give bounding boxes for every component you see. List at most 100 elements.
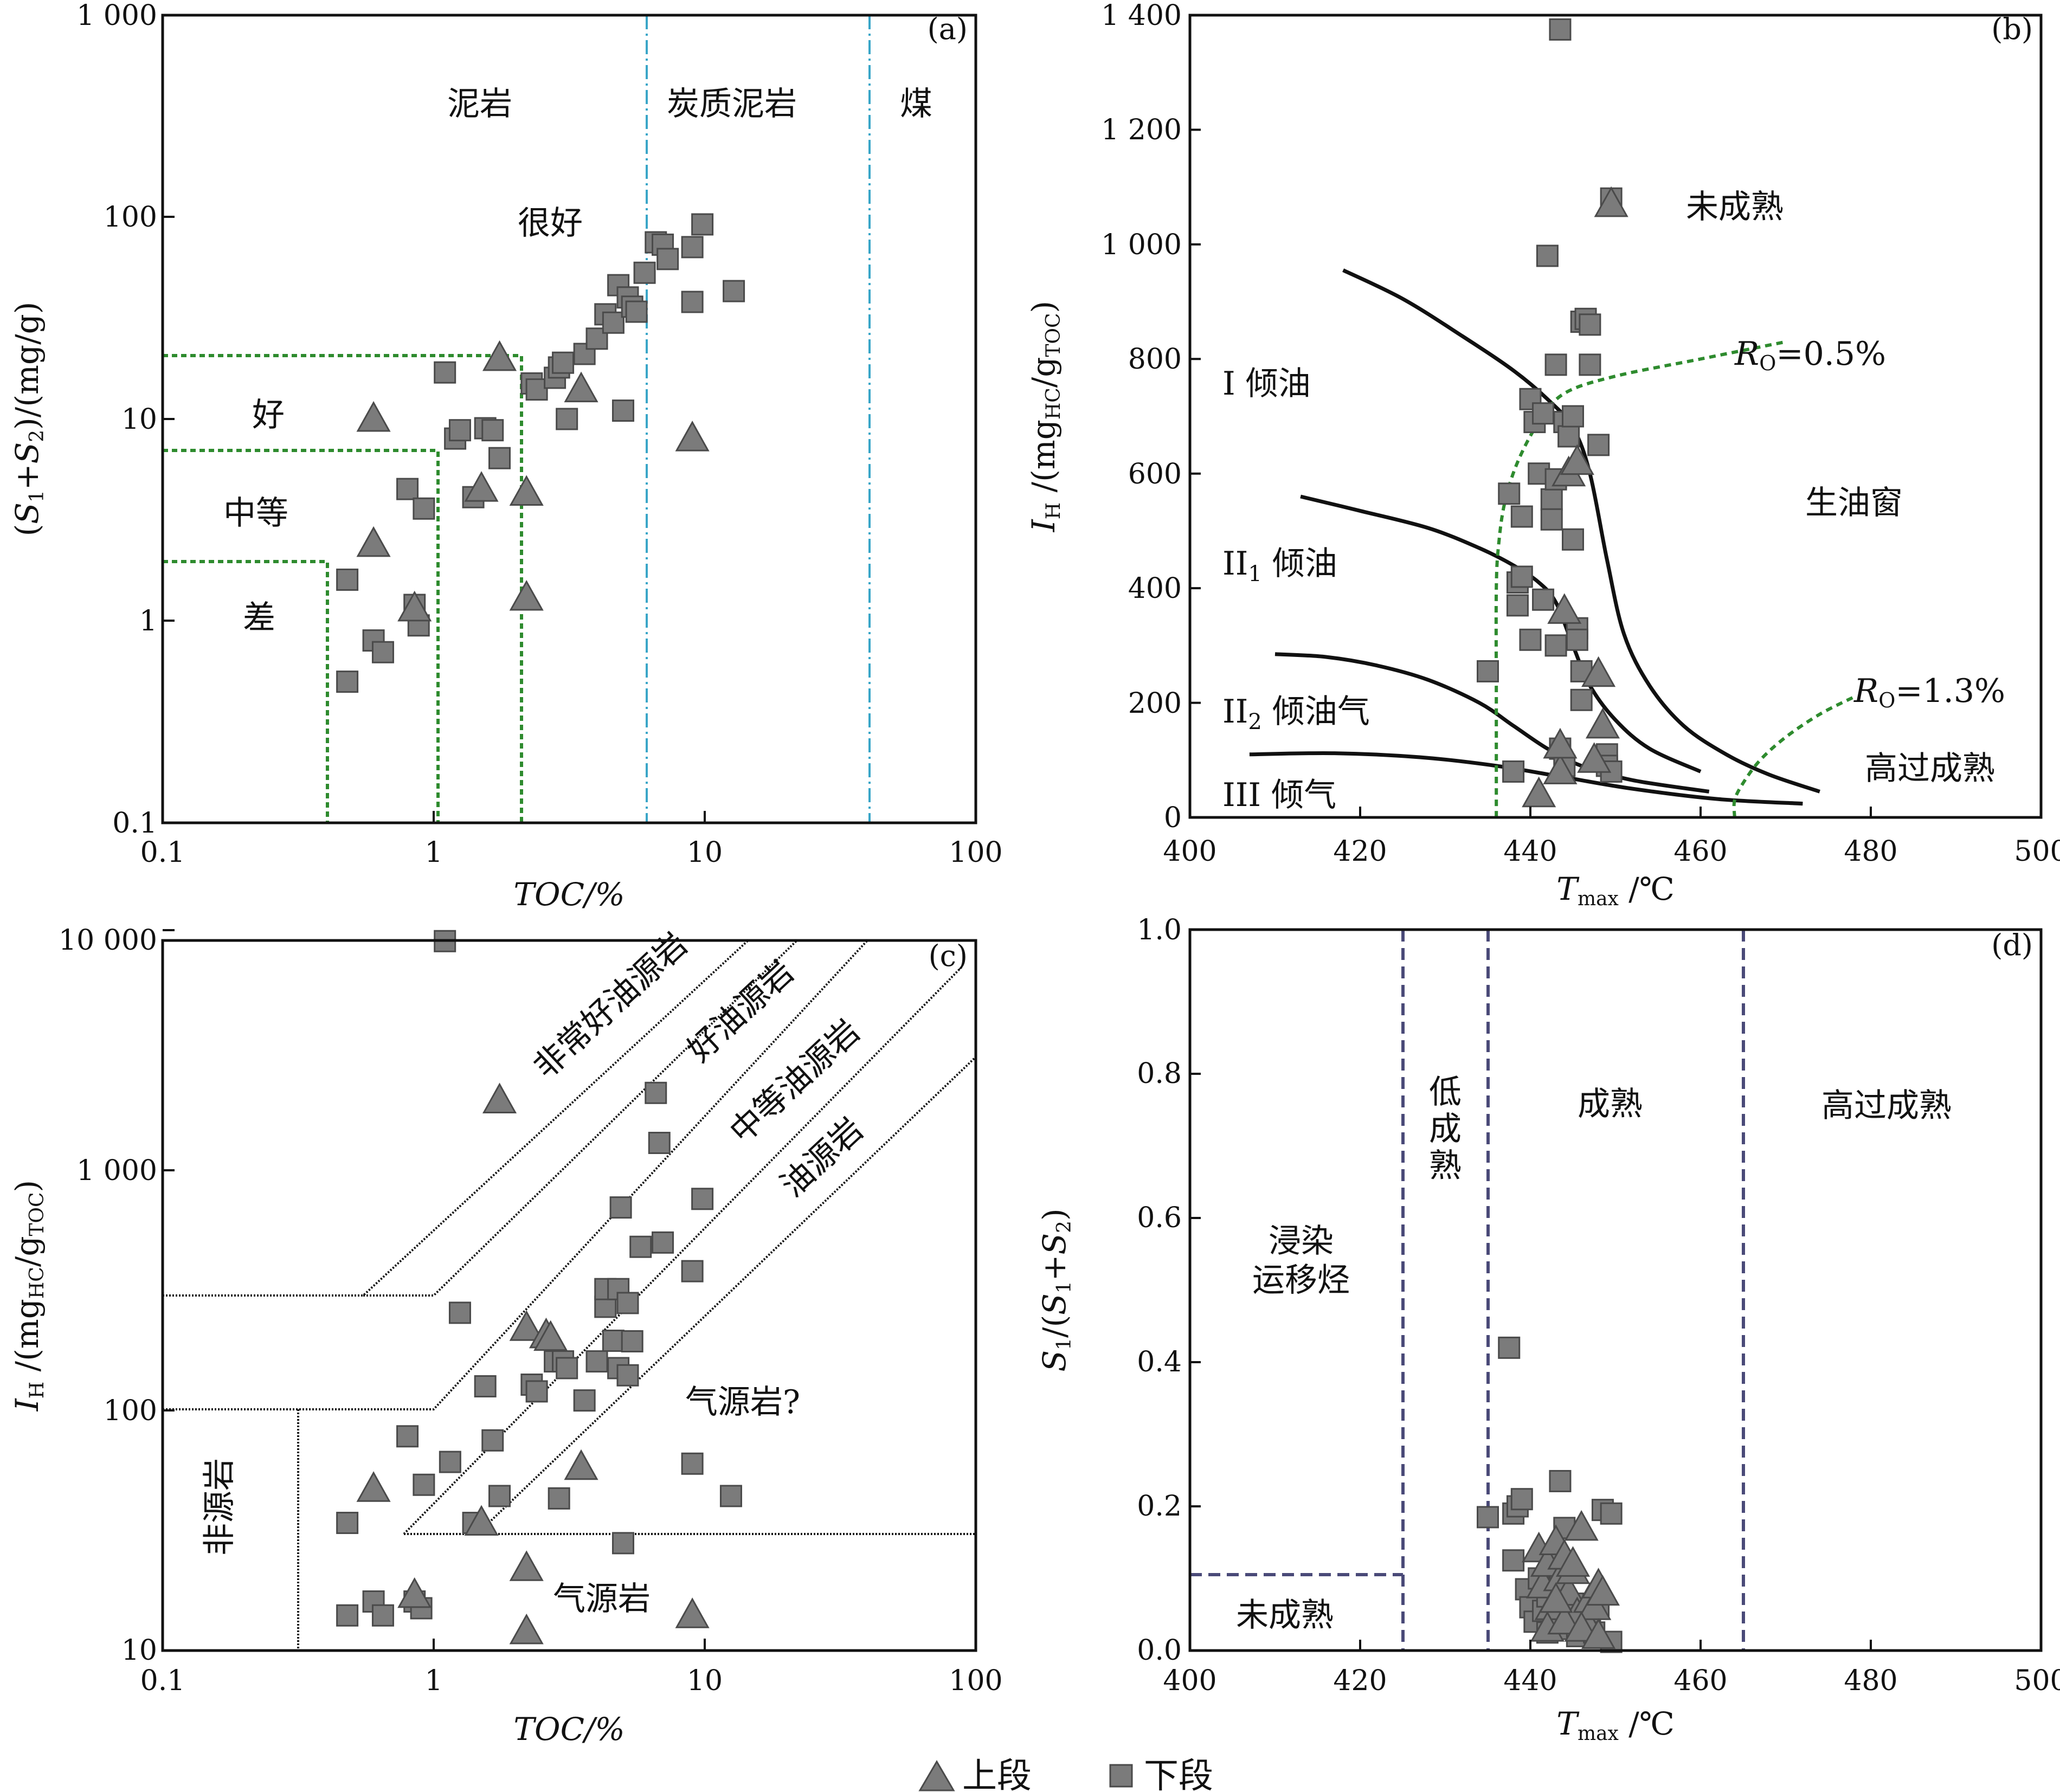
- data-point-lower: [552, 351, 575, 374]
- data-point-lower: [1506, 594, 1529, 617]
- data-point-lower: [1544, 634, 1567, 657]
- panel-c-xlabel: TOC/%: [513, 1711, 625, 1748]
- ro-label: RO=0.5%: [1734, 335, 1886, 375]
- data-point-upper: [509, 1613, 544, 1645]
- data-point-lower: [611, 399, 634, 422]
- data-point-lower: [602, 311, 625, 334]
- data-point-lower: [439, 1451, 461, 1473]
- zone-boundary: [476, 1056, 976, 1535]
- region-label: 好: [252, 396, 285, 434]
- panel-b-xtick: 420: [1333, 835, 1387, 868]
- panel-d-ytick: 0.6: [1137, 1202, 1182, 1234]
- data-point-lower: [1532, 588, 1555, 611]
- data-point-upper: [1564, 1611, 1599, 1642]
- data-point-upper: [1560, 444, 1594, 475]
- panel-c-ytick: 1 000: [76, 1155, 157, 1187]
- panel-b-ytick: 0: [1164, 802, 1182, 834]
- data-point-lower: [481, 1429, 504, 1452]
- panel-b-ytick: 600: [1128, 458, 1182, 491]
- data-point-lower: [336, 1512, 359, 1535]
- data-point-lower: [556, 1357, 578, 1380]
- data-point-lower: [413, 497, 435, 520]
- region-label: 煤: [900, 85, 932, 123]
- data-point-lower: [448, 419, 471, 442]
- data-point-lower: [1510, 1488, 1533, 1511]
- data-point-lower: [434, 361, 456, 384]
- data-point-lower: [1498, 1336, 1521, 1359]
- panel-c-frame: [161, 939, 977, 1652]
- region-label: 成熟: [1578, 1085, 1643, 1123]
- ro-label: RO=1.3%: [1853, 672, 2005, 712]
- data-point-lower: [1510, 565, 1533, 588]
- legend-triangle-icon: [918, 1760, 955, 1791]
- panel-d-ytick: 0.2: [1137, 1490, 1182, 1523]
- region-label: 运移烃: [1252, 1261, 1350, 1299]
- data-point-upper: [1538, 1582, 1573, 1613]
- panel-b-xtick: 440: [1503, 835, 1557, 868]
- region-label: II2 倾油气: [1222, 693, 1370, 734]
- data-point-upper: [1543, 727, 1578, 759]
- data-point-lower: [691, 213, 714, 236]
- data-point-lower: [1562, 528, 1584, 551]
- ro-isoline: [1732, 695, 1855, 817]
- data-point-lower: [1570, 688, 1593, 711]
- data-point-lower: [719, 1485, 742, 1507]
- panel-b-tag: (b): [1991, 12, 2033, 46]
- data-point-lower: [1536, 244, 1559, 267]
- panel-c-ytick: 10: [121, 1634, 157, 1667]
- region-label: 气源岩: [553, 1580, 651, 1618]
- data-point-upper: [1547, 593, 1582, 624]
- panel-b-points: [1477, 18, 1628, 808]
- panel-a-tag: (a): [928, 12, 968, 46]
- data-point-lower: [681, 1260, 704, 1282]
- panel-d-xtick: 420: [1333, 1665, 1387, 1697]
- data-point-lower: [691, 1188, 714, 1210]
- data-point-lower: [1502, 1549, 1525, 1572]
- data-point-lower: [681, 291, 704, 313]
- data-point-lower: [645, 1081, 667, 1104]
- panel-a-xtick: 100: [949, 836, 1002, 869]
- panel-b-ylabel: IH /(mgHC/gTOC): [1025, 301, 1065, 532]
- region-label: 浸染: [1269, 1222, 1334, 1260]
- data-point-lower: [1544, 353, 1567, 376]
- panel-c-ytick: 10 000: [59, 924, 157, 957]
- data-point-upper: [356, 401, 391, 432]
- data-point-lower: [336, 568, 359, 591]
- data-point-lower: [585, 1350, 608, 1373]
- panel-a-ytick: 1 000: [76, 0, 157, 32]
- panel-a-xtick: 10: [687, 836, 723, 869]
- data-point-upper: [675, 421, 710, 452]
- panel-d: 400 420 440 460 480 500 0.0 0.2 0.4 0.6 …: [1036, 914, 2060, 1745]
- data-point-lower: [681, 236, 704, 259]
- panel-c-xtick: 10: [687, 1665, 723, 1697]
- data-point-lower: [413, 1473, 435, 1496]
- panel-b-xtick: 500: [2014, 835, 2060, 868]
- panel-a-points: [336, 213, 745, 693]
- data-point-lower: [1477, 1506, 1499, 1529]
- legend: 上段 下段: [918, 1756, 1213, 1792]
- panel-a-xlabel: TOC/%: [513, 876, 625, 913]
- region-label: 差: [243, 599, 275, 637]
- data-point-upper: [1547, 1603, 1582, 1635]
- data-point-lower: [681, 1452, 704, 1475]
- data-point-upper: [564, 1449, 598, 1480]
- region-label: III 倾气: [1222, 776, 1336, 814]
- data-point-upper: [482, 340, 517, 371]
- data-point-upper: [675, 1597, 710, 1628]
- panel-b-ytick: 1 000: [1101, 229, 1182, 261]
- data-point-lower: [1549, 18, 1572, 41]
- panel-c-xtick: 1: [424, 1665, 442, 1697]
- region-label: 非常好油源岩: [526, 925, 695, 1086]
- panel-d-xtick: 440: [1503, 1665, 1557, 1697]
- panel-b-ticks: [1189, 14, 2042, 818]
- region-label: 高过成熟: [1865, 750, 1995, 788]
- data-point-lower: [1579, 313, 1601, 336]
- panel-c: 0.1 1 10 100 10 100 1 000 10 000 TOC/% I…: [9, 924, 1003, 1748]
- data-point-lower: [611, 1532, 634, 1555]
- data-point-lower: [525, 378, 548, 401]
- type-boundary-curve: [1342, 268, 1820, 794]
- data-point-lower: [1519, 628, 1542, 651]
- data-point-lower: [336, 671, 359, 693]
- data-point-upper: [397, 1577, 432, 1608]
- panel-a-ylabel: (S1+S2)/(mg/g): [9, 302, 48, 537]
